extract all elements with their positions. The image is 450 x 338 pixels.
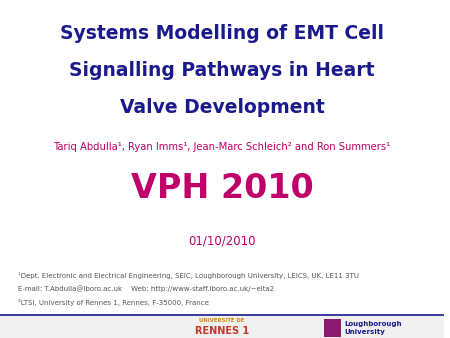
Text: E-mail: T.Abdulla@lboro.ac.uk    Web: http://www-staff.lboro.ac.uk/~elta2: E-mail: T.Abdulla@lboro.ac.uk Web: http:… — [18, 286, 274, 292]
Text: RENNES 1: RENNES 1 — [195, 325, 249, 336]
Text: ¹Dept. Electronic and Electrical Engineering, SEIC, Loughborough University, LEI: ¹Dept. Electronic and Electrical Enginee… — [18, 272, 359, 279]
Text: Signalling Pathways in Heart: Signalling Pathways in Heart — [69, 61, 375, 80]
Text: ²LTSI, University of Rennes 1, Rennes, F-35000, France: ²LTSI, University of Rennes 1, Rennes, F… — [18, 299, 209, 306]
Text: Loughborough: Loughborough — [344, 321, 401, 327]
Text: Systems Modelling of EMT Cell: Systems Modelling of EMT Cell — [60, 24, 384, 43]
Text: University: University — [344, 329, 385, 335]
Text: VPH 2010: VPH 2010 — [130, 172, 313, 206]
Text: Valve Development: Valve Development — [120, 98, 324, 117]
Text: Tariq Abdulla¹, Ryan Imms¹, Jean-Marc Schleich² and Ron Summers¹: Tariq Abdulla¹, Ryan Imms¹, Jean-Marc Sc… — [54, 142, 391, 152]
FancyBboxPatch shape — [324, 319, 341, 337]
Text: UNIVERSITÉ DE: UNIVERSITÉ DE — [199, 318, 245, 323]
FancyBboxPatch shape — [0, 315, 444, 338]
Text: 01/10/2010: 01/10/2010 — [188, 235, 256, 248]
